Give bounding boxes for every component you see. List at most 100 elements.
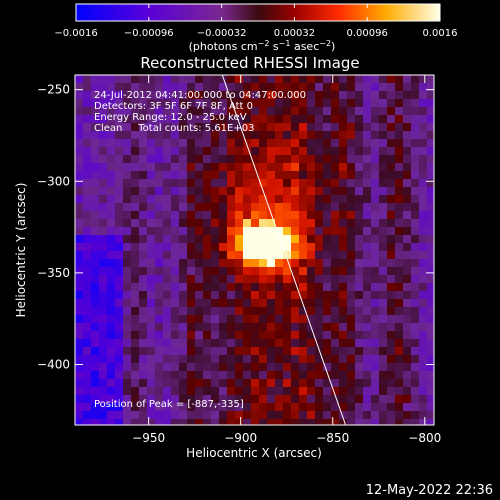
heatmap-cell (427, 203, 434, 212)
heatmap-cell (291, 291, 300, 300)
heatmap-cell (147, 91, 156, 100)
heatmap-cell (75, 355, 84, 364)
heatmap-cell (83, 83, 92, 92)
heatmap-cell (251, 315, 260, 324)
heatmap-cell (107, 379, 116, 388)
heatmap-cell (139, 299, 148, 308)
heatmap-cell (291, 187, 300, 196)
heatmap-cell (347, 155, 356, 164)
heatmap-cell (347, 267, 356, 276)
heatmap-cell (147, 259, 156, 268)
heatmap-cell (91, 331, 100, 340)
heatmap-cell (419, 283, 428, 292)
heatmap-cell (267, 195, 276, 204)
heatmap-cell (355, 227, 364, 236)
heatmap-cell (171, 163, 180, 172)
heatmap-cell (363, 347, 372, 356)
heatmap-cell (339, 235, 348, 244)
heatmap-cell (411, 99, 420, 108)
heatmap-cell (115, 147, 124, 156)
heatmap-cell (83, 259, 92, 268)
heatmap-cell (371, 275, 380, 284)
heatmap-cell (387, 323, 396, 332)
heatmap-cell (219, 227, 228, 236)
heatmap-cell (251, 291, 260, 300)
heatmap-cell (187, 131, 196, 140)
heatmap-cell (267, 299, 276, 308)
heatmap-cell (339, 195, 348, 204)
heatmap-cell (259, 283, 268, 292)
heatmap-cell (251, 83, 260, 92)
heatmap-cell (331, 259, 340, 268)
heatmap-cell (419, 363, 428, 372)
heatmap-cell (75, 259, 84, 268)
heatmap-cell (283, 275, 292, 284)
heatmap-cell (75, 419, 84, 425)
heatmap-cell (163, 259, 172, 268)
heatmap-cell (315, 355, 324, 364)
heatmap-cell (123, 251, 132, 260)
heatmap-cell (147, 403, 156, 412)
heatmap-cell (179, 355, 188, 364)
heatmap-cell (387, 163, 396, 172)
heatmap-cell (323, 195, 332, 204)
heatmap-cell (315, 187, 324, 196)
heatmap-cell (147, 283, 156, 292)
heatmap-cell (307, 387, 316, 396)
heatmap-cell (203, 395, 212, 404)
heatmap-cell (403, 91, 412, 100)
heatmap-cell (355, 387, 364, 396)
heatmap-cell (75, 379, 84, 388)
heatmap-cell (99, 155, 108, 164)
heatmap-cell (163, 323, 172, 332)
heatmap-cell (347, 283, 356, 292)
heatmap-cell (179, 323, 188, 332)
heatmap-cell (107, 211, 116, 220)
heatmap-cell (427, 283, 434, 292)
x-tick-label: −850 (316, 431, 349, 445)
heatmap-cell (203, 235, 212, 244)
heatmap-cell (203, 299, 212, 308)
heatmap-cell (131, 203, 140, 212)
heatmap-cell (155, 131, 164, 140)
heatmap-cell (371, 75, 380, 84)
heatmap-cell (419, 403, 428, 412)
heatmap-cell (259, 219, 268, 228)
heatmap-cell (419, 267, 428, 276)
heatmap-cell (283, 283, 292, 292)
heatmap-cell (155, 315, 164, 324)
heatmap-cell (251, 235, 260, 244)
heatmap-cell (243, 99, 252, 108)
heatmap-cell (339, 355, 348, 364)
heatmap-cell (99, 315, 108, 324)
heatmap-cell (115, 91, 124, 100)
heatmap-cell (379, 371, 388, 380)
heatmap-cell (211, 107, 220, 116)
heatmap-cell (347, 395, 356, 404)
heatmap-cell (75, 131, 84, 140)
heatmap-cell (403, 315, 412, 324)
heatmap-cell (75, 115, 84, 124)
heatmap-cell (115, 371, 124, 380)
heatmap-cell (107, 139, 116, 148)
heatmap-cell (267, 235, 276, 244)
heatmap-cell (139, 323, 148, 332)
heatmap-cell (131, 355, 140, 364)
heatmap-cell (395, 395, 404, 404)
heatmap-cell (243, 283, 252, 292)
heatmap-cell (427, 331, 434, 340)
heatmap-cell (219, 411, 228, 420)
heatmap-cell (323, 115, 332, 124)
heatmap-cell (235, 203, 244, 212)
heatmap-cell (115, 243, 124, 252)
heatmap-cell (211, 363, 220, 372)
heatmap-cell (123, 275, 132, 284)
heatmap-cell (227, 387, 236, 396)
heatmap-cell (323, 403, 332, 412)
heatmap-cell (163, 291, 172, 300)
heatmap-cell (411, 347, 420, 356)
heatmap-cell (387, 147, 396, 156)
heatmap-cell (387, 331, 396, 340)
heatmap-cell (331, 315, 340, 324)
heatmap-cell (163, 419, 172, 425)
